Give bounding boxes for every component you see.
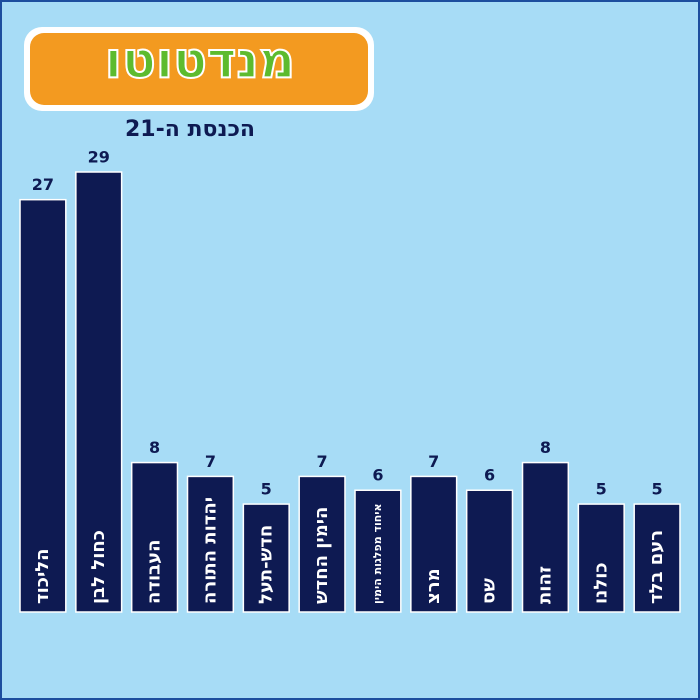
category-label: זהות: [534, 566, 555, 604]
category-label: העבודה: [144, 540, 165, 604]
bar: [354, 489, 402, 613]
bar: [75, 171, 123, 613]
bar: [19, 198, 67, 613]
value-label: 5: [652, 480, 663, 499]
category-label: יהדות התורה: [199, 497, 220, 604]
bar: [130, 461, 179, 613]
category-label: כחול לבן: [88, 530, 109, 604]
bar: [242, 503, 290, 613]
logo-text: מנדטוטו: [105, 32, 295, 90]
chart-title: הכנסת ה-21: [125, 117, 255, 142]
value-label: 7: [205, 452, 216, 471]
bar: [633, 503, 681, 613]
value-label: 5: [596, 480, 607, 499]
bar: [521, 461, 570, 613]
value-label: 29: [88, 148, 110, 167]
bar: [577, 503, 625, 613]
value-label: 7: [317, 452, 328, 471]
category-label: איחוד מפלגות הימין: [371, 503, 384, 604]
value-label: 6: [372, 466, 383, 485]
value-label: 27: [32, 175, 54, 194]
value-label: 7: [428, 452, 439, 471]
category-label: הימין החדש: [311, 507, 332, 604]
logo-box: [30, 33, 368, 105]
bar: [186, 475, 235, 613]
value-label: 8: [540, 438, 551, 457]
value-label: 8: [149, 438, 160, 457]
value-label: 5: [261, 480, 272, 499]
bar: [465, 489, 514, 613]
category-label: רעם בלד: [646, 530, 667, 604]
category-label: חדש-תעל: [255, 525, 276, 604]
bar: [298, 475, 346, 613]
category-label: כולנו: [590, 562, 611, 604]
category-label: מרצ: [423, 568, 444, 604]
category-label: הליכוד: [32, 548, 53, 604]
value-label: 6: [484, 466, 495, 485]
category-label: שס: [479, 578, 500, 604]
bar: [410, 475, 458, 613]
